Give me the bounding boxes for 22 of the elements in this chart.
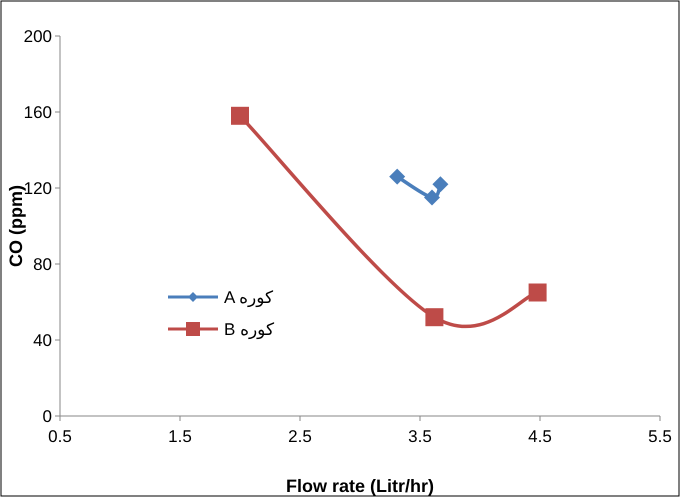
point: [424, 190, 440, 206]
x-tick-label: 0.5: [48, 427, 72, 446]
point: [528, 284, 547, 302]
x-tick-label: 4.5: [528, 427, 552, 446]
x-tick-label: 3.5: [408, 427, 432, 446]
x-axis-title: Flow rate (Litr/hr): [286, 476, 434, 496]
y-tick-label: 160: [24, 103, 52, 122]
legend-label: B کوره: [224, 320, 275, 340]
y-tick-label: 120: [24, 179, 52, 198]
x-tick-label: 1.5: [168, 427, 192, 446]
point: [231, 106, 249, 125]
legend-label: A کوره: [224, 288, 274, 308]
y-axis-title: CO (ppm): [6, 185, 26, 267]
x-tick-label: 2.5: [288, 427, 312, 446]
y-tick-label: 40: [33, 331, 52, 350]
y-tick-label: 0: [42, 407, 52, 426]
y-tick-label: 200: [24, 27, 52, 46]
point: [425, 308, 444, 326]
y-tick-label: 80: [33, 255, 52, 274]
point: [389, 168, 406, 185]
point: [432, 176, 448, 192]
x-tick-label: 5.5: [648, 427, 672, 446]
